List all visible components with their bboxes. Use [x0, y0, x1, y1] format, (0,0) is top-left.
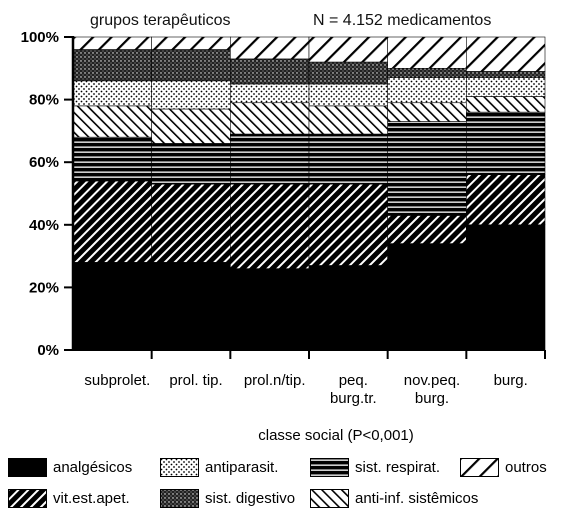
y-tick-label: 0% — [37, 342, 59, 359]
bar-segment-outros-4 — [308, 36, 388, 63]
chart-title: grupos terapêuticos — [90, 12, 231, 29]
x-tick-label: subprolet. — [84, 372, 150, 389]
bar-segment-sist-respirat-6 — [466, 111, 546, 176]
legend-label: sist. digestivo — [205, 489, 296, 507]
y-tick-label: 60% — [29, 154, 59, 171]
bar-segment-analgesicos-2 — [151, 262, 231, 351]
bar-segment-sist-respirat-5 — [387, 121, 467, 216]
x-tick-label: peq. — [339, 372, 368, 389]
tick-labels-group: 0% 20% 40% 60% 80% 100% subprolet. prol. tip. pr… — [21, 29, 528, 444]
stacked-bar-chart: 0% 20% 40% 60% 80% 100% subprolet. prol. tip. pr… — [21, 29, 546, 444]
x-tick-label: burg. — [415, 390, 449, 407]
y-tick-label: 80% — [29, 92, 59, 109]
bar-segment-vit-est-apet-1 — [72, 180, 152, 263]
bar-segment-antiparasit-3 — [230, 83, 310, 104]
legend-label: vit.est.apet. — [53, 489, 130, 507]
bar-segment-outros-1 — [72, 36, 152, 50]
x-tick-label: nov.peq. — [404, 372, 460, 389]
bar-segment-sist-digestivo-5 — [387, 68, 467, 78]
legend-swatch — [310, 488, 349, 508]
bar-segment-antiparasit-6 — [466, 77, 546, 97]
legend-label: outros — [505, 458, 547, 476]
bar-segment-sist-digestivo-2 — [151, 49, 231, 82]
bar-segment-antiparasit-4 — [308, 83, 388, 107]
bar-segment-antiparasit-5 — [387, 77, 467, 104]
legend-item-anti-inf-sistemicos: anti-inf. sistêmicos — [310, 487, 478, 509]
legend-swatch — [8, 488, 47, 508]
legend-swatch — [310, 457, 349, 477]
bar-segment-sist-digestivo-1 — [72, 49, 152, 82]
bar-segment-analgesicos-6 — [466, 224, 546, 351]
bar-segment-anti-inf-sistemicos-4 — [308, 105, 388, 135]
legend-label: antiparasit. — [205, 458, 279, 476]
chart-subtitle: N = 4.152 medicamentos — [313, 12, 492, 29]
bar-segment-sist-respirat-2 — [151, 143, 231, 185]
x-tick-label: burg.tr. — [330, 390, 377, 407]
bar-segment-anti-inf-sistemicos-1 — [72, 105, 152, 138]
bar-segment-sist-respirat-4 — [308, 133, 388, 185]
legend: analgésicos antiparasit. sist. respirat. ou… — [0, 452, 561, 513]
bar-segment-analgesicos-1 — [72, 262, 152, 351]
bar-segment-vit-est-apet-5 — [387, 215, 467, 244]
bar-segment-vit-est-apet-2 — [151, 183, 231, 263]
legend-item-outros: outros — [460, 456, 547, 478]
legend-swatch — [160, 488, 199, 508]
bar-segment-sist-digestivo-4 — [308, 61, 388, 85]
bars-group — [72, 36, 546, 351]
bar-segment-antiparasit-1 — [72, 80, 152, 107]
x-tick-label: prol.n/tip. — [244, 372, 306, 389]
x-tick-label: prol. tip. — [169, 372, 222, 389]
legend-item-sist-respirat: sist. respirat. — [310, 456, 440, 478]
bar-segment-vit-est-apet-6 — [466, 174, 546, 226]
bar-segment-analgesicos-3 — [230, 268, 310, 351]
legend-item-antiparasit: antiparasit. — [160, 456, 278, 478]
legend-swatch — [160, 457, 199, 477]
bar-segment-vit-est-apet-4 — [308, 183, 388, 266]
y-tick-label: 100% — [21, 29, 59, 46]
bar-segment-anti-inf-sistemicos-6 — [466, 96, 546, 113]
bar-segment-sist-digestivo-6 — [466, 71, 546, 78]
bar-segment-outros-6 — [466, 36, 546, 72]
bar-segment-anti-inf-sistemicos-5 — [387, 102, 467, 122]
bar-segment-anti-inf-sistemicos-2 — [151, 108, 231, 144]
y-tick-label: 20% — [29, 279, 59, 296]
bar-segment-antiparasit-2 — [151, 80, 231, 110]
legend-swatch — [460, 457, 499, 477]
bar-segment-outros-3 — [230, 36, 310, 60]
x-tick-label: burg. — [494, 372, 528, 389]
bar-segment-analgesicos-5 — [387, 243, 467, 351]
x-axis-title: classe social (P<0,001) — [258, 427, 414, 444]
legend-label: sist. respirat. — [355, 458, 441, 476]
axes-group — [64, 36, 546, 359]
legend-label: analgésicos — [53, 458, 133, 476]
legend-item-vit-est-apet: vit.est.apet. — [8, 487, 130, 509]
y-tick-label: 40% — [29, 217, 59, 234]
legend-item-sist-digestivo: sist. digestivo — [160, 487, 295, 509]
bar-segment-sist-digestivo-3 — [230, 58, 310, 85]
bar-segment-outros-5 — [387, 36, 467, 69]
legend-label: anti-inf. sistêmicos — [355, 489, 479, 507]
bar-segment-sist-respirat-1 — [72, 136, 152, 182]
bar-segment-anti-inf-sistemicos-3 — [230, 102, 310, 135]
legend-item-analgesicos: analgésicos — [8, 456, 132, 478]
legend-swatch — [8, 457, 47, 477]
bar-segment-outros-2 — [151, 36, 231, 50]
bar-segment-vit-est-apet-3 — [230, 183, 310, 269]
bar-segment-analgesicos-4 — [308, 265, 388, 351]
bar-segment-sist-respirat-3 — [230, 133, 310, 185]
